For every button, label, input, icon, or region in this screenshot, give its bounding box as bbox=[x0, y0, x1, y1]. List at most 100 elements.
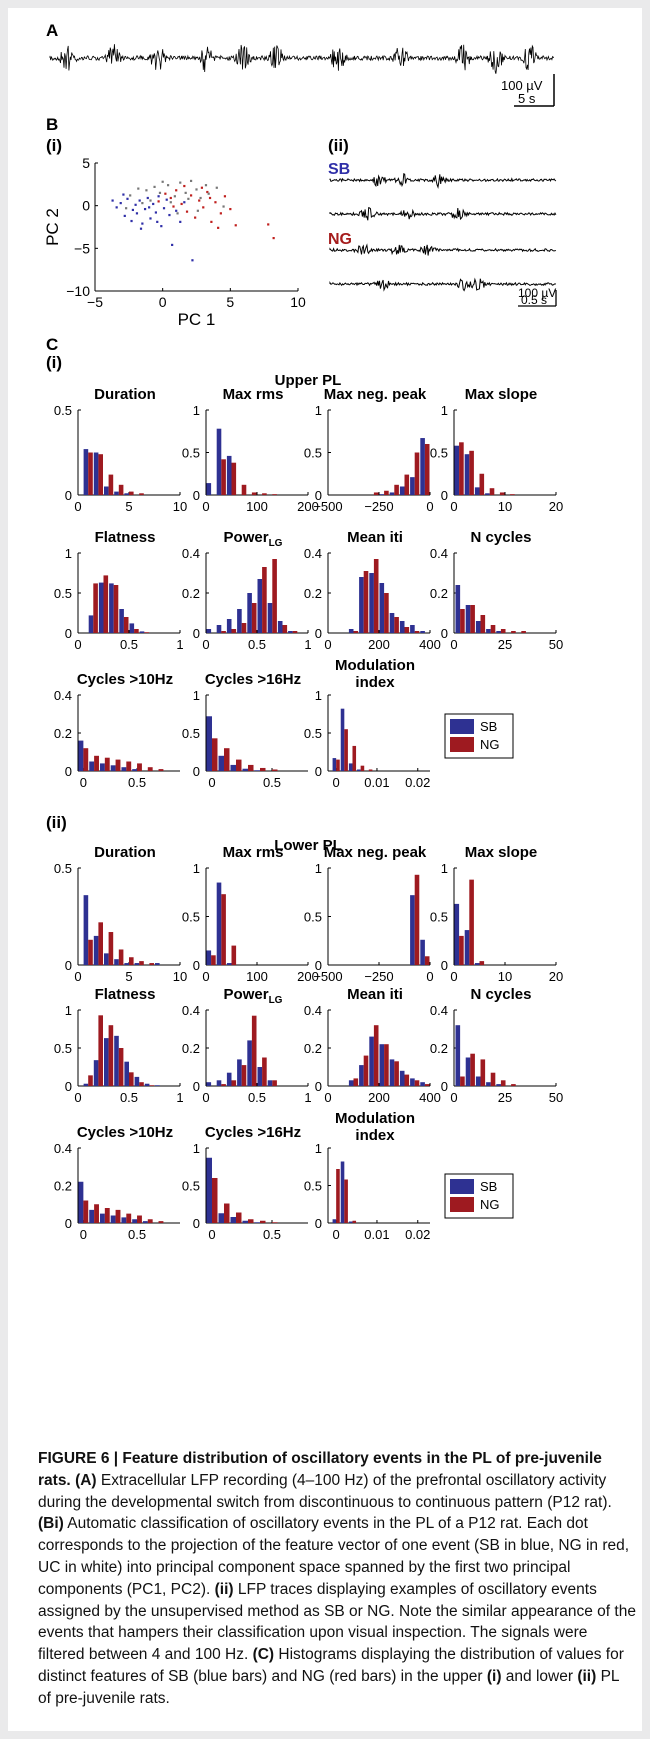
histogram-title: Cycles >10Hz bbox=[77, 671, 173, 688]
histogram-bar-ng bbox=[231, 945, 237, 965]
example-trace-line bbox=[329, 173, 557, 189]
histogram-y-tick-label: 1 bbox=[315, 861, 322, 876]
histogram-bar-ng bbox=[272, 1080, 277, 1086]
histogram-max-rms: Max rms 0 100 200 1 0.5 0 bbox=[182, 386, 319, 514]
histogram-cycles-16hz: Cycles >16Hz 0 0.5 1 0.5 0 bbox=[182, 671, 308, 790]
histogram-bar-sb bbox=[474, 963, 480, 965]
histogram-title: Duration bbox=[94, 844, 156, 861]
caption-a-label: (A) Extracellular LFP recording (4–100 H… bbox=[38, 1471, 612, 1511]
histogram-bar-sb bbox=[277, 621, 283, 633]
histogram-max-slope: Max slope 0 10 20 1 0.5 0 bbox=[430, 844, 563, 984]
histogram-y-tick-label: 0.5 bbox=[54, 1041, 72, 1056]
histogram-x-tick-label: 0 bbox=[333, 775, 340, 790]
histogram-bar-ng bbox=[115, 759, 121, 771]
histogram-bar-ng bbox=[352, 1220, 357, 1223]
histogram-bar-sb bbox=[206, 716, 212, 771]
histogram-bar-sb bbox=[89, 761, 95, 771]
histogram-bar-sb bbox=[114, 1035, 119, 1086]
caption-cii-label: (ii) PL of pre-juvenile rats. bbox=[38, 1667, 619, 1707]
histogram-bar-sb bbox=[465, 1057, 471, 1086]
scatter-point-ng bbox=[185, 210, 189, 213]
histogram-x-tick-label: 0 bbox=[202, 637, 209, 652]
histogram-x-tick-label: 0 bbox=[202, 969, 209, 984]
histogram-bar-ng bbox=[260, 767, 266, 771]
histogram-bar-sb bbox=[93, 452, 99, 495]
histogram-bar-ng bbox=[221, 1084, 226, 1086]
histogram-bar-ng bbox=[149, 1085, 154, 1086]
histogram-y-tick-label: 0.5 bbox=[430, 910, 448, 925]
histogram-bar-ng bbox=[363, 1055, 369, 1086]
histogram-mean-iti: Mean iti 0 200 400 0.4 0.2 0 bbox=[304, 986, 441, 1105]
scatter-y-label: PC 2 bbox=[43, 208, 62, 246]
histogram-bar-ng bbox=[129, 491, 134, 495]
panel-c-label: C bbox=[46, 335, 58, 354]
histogram-legend: SB NG bbox=[444, 1173, 514, 1219]
legend-swatch-ng bbox=[450, 1197, 474, 1212]
histogram-bar-ng bbox=[292, 631, 298, 633]
histogram-bar-sb bbox=[206, 483, 212, 495]
histogram-bar-ng bbox=[500, 1080, 506, 1086]
histogram-bar-sb bbox=[206, 1082, 212, 1086]
histogram-power: PowerLG 0 0.5 1 0.4 0.2 0 bbox=[182, 529, 312, 652]
histogram-max-rms: Max rms 0 100 200 1 0.5 0 bbox=[182, 844, 319, 984]
scatter-point-ng bbox=[219, 212, 222, 215]
section-label: (ii) bbox=[46, 813, 67, 832]
histogram-bar-sb bbox=[216, 882, 222, 965]
histogram-bar-ng bbox=[499, 492, 505, 495]
scatter-y-tick-label: −5 bbox=[74, 240, 90, 256]
histogram-x-tick-label: 0.5 bbox=[248, 1090, 266, 1105]
histogram-y-tick-label: 0 bbox=[315, 764, 322, 779]
scatter-point-ng bbox=[210, 220, 213, 223]
histogram-bar-sb bbox=[104, 953, 109, 965]
histogram-x-tick-label: 0.01 bbox=[364, 775, 389, 790]
histogram-x-tick-label: 0.5 bbox=[263, 1227, 281, 1242]
histogram-n-cycles: N cycles 0 25 50 0.4 0.2 0 bbox=[430, 529, 563, 652]
histogram-bar-sb bbox=[242, 1220, 248, 1223]
histogram-y-tick-label: 1 bbox=[65, 546, 72, 561]
histogram-title-line2: index bbox=[355, 1127, 395, 1144]
histogram-bar-sb bbox=[464, 454, 470, 495]
histogram-bar-sb bbox=[237, 609, 242, 633]
scatter-point-ng bbox=[175, 189, 178, 192]
histogram-bar-sb bbox=[288, 631, 293, 633]
scatter-point-ng bbox=[229, 207, 232, 211]
histogram-bar-ng bbox=[459, 442, 464, 495]
histogram-x-tick-label: −500 bbox=[313, 499, 342, 514]
scatter-point-sb bbox=[141, 222, 144, 225]
histogram-title: Max neg. peak bbox=[324, 844, 427, 861]
histogram-bar-ng bbox=[241, 484, 247, 495]
histogram-bar-sb bbox=[455, 1025, 461, 1086]
scatter-point-sb bbox=[130, 219, 133, 223]
histogram-y-tick-label: 0 bbox=[65, 488, 72, 503]
scatter-point-uc bbox=[149, 199, 152, 202]
histogram-x-tick-label: 0.02 bbox=[405, 775, 430, 790]
histogram-bar-sb bbox=[410, 1078, 415, 1086]
histogram-y-tick-label: 1 bbox=[315, 403, 322, 418]
scatter-point-sb bbox=[131, 208, 134, 212]
histogram-x-tick-label: 10 bbox=[498, 499, 512, 514]
histogram-x-tick-label: 10 bbox=[498, 969, 512, 984]
histogram-x-tick-label: 25 bbox=[498, 1090, 512, 1105]
histogram-x-tick-label: 0 bbox=[450, 969, 457, 984]
histogram-bar-ng bbox=[83, 748, 89, 771]
histogram-x-tick-label: 20 bbox=[549, 499, 563, 514]
histogram-bar-ng bbox=[139, 1082, 144, 1086]
histogram-bar-ng bbox=[248, 1219, 254, 1223]
scatter-point-sb bbox=[171, 243, 174, 247]
scatter-point-uc bbox=[173, 195, 176, 198]
histogram-bar-sb bbox=[257, 1067, 263, 1086]
histogram-x-tick-label: 25 bbox=[498, 637, 512, 652]
scatter-point-sb bbox=[152, 202, 155, 206]
histogram-y-tick-label: 0.4 bbox=[54, 1141, 72, 1156]
histogram-bar-ng bbox=[394, 617, 399, 633]
histogram-bar-sb bbox=[486, 1082, 491, 1086]
histogram-bar-sb bbox=[139, 631, 145, 633]
histogram-x-tick-label: 0 bbox=[426, 499, 433, 514]
histogram-bar-ng bbox=[98, 1015, 103, 1086]
histogram-y-tick-label: 0 bbox=[193, 958, 200, 973]
histogram-x-tick-label: 50 bbox=[549, 1090, 563, 1105]
histogram-title-subscript: LG bbox=[269, 538, 283, 549]
histogram-bar-ng bbox=[98, 922, 103, 965]
legend-label-ng: NG bbox=[480, 1197, 500, 1212]
